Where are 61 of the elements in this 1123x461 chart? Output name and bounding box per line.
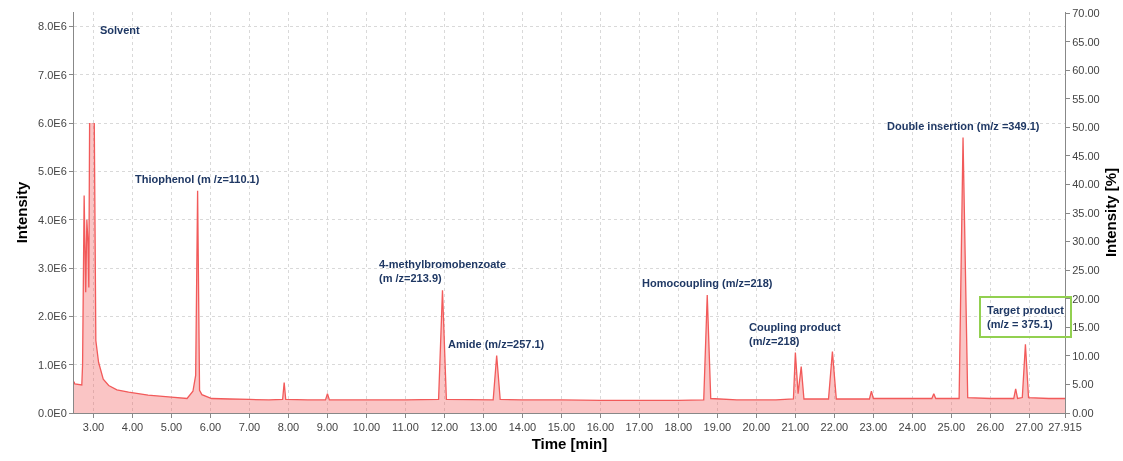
annotation: 4-methylbromobenzoate (m /z=213.9) — [379, 258, 507, 285]
y-tick-label: 5.0E6 — [38, 165, 67, 178]
x-tick-label: 11.00 — [392, 421, 419, 434]
annotation: Target product (m/z = 375.1) — [987, 304, 1065, 331]
x-tick-label: 22.00 — [820, 421, 849, 434]
y-tick-label: 2.0E6 — [38, 310, 67, 323]
y-tick-label: 7.0E6 — [38, 68, 67, 81]
x-tick-label: 6.00 — [199, 421, 222, 434]
y2-tick-label: 0.00 — [1072, 406, 1094, 419]
x-tick-label: 15.00 — [547, 421, 576, 434]
x-tick-label: 8.00 — [277, 421, 300, 434]
annotation: Thiophenol (m /z=110.1) — [135, 173, 260, 185]
y2-tick-label: 30.00 — [1072, 235, 1100, 248]
annotation: Coupling product (m/z=218) — [749, 321, 841, 348]
y-axis-title: Intensity — [13, 181, 31, 244]
x-tick-label: 17.00 — [625, 421, 654, 434]
y-tick-label: 8.0E6 — [38, 20, 67, 33]
x-tick-label: 20.00 — [742, 421, 771, 434]
x-tick-label: 23.00 — [859, 421, 888, 434]
y-tick-label: 6.0E6 — [38, 116, 67, 129]
x-tick-label: 7.00 — [238, 421, 261, 434]
y-tick-label: 0.0E0 — [38, 406, 67, 419]
annotation: Double insertion (m/z =349.1) — [887, 120, 1040, 132]
annotation: Solvent — [100, 24, 141, 36]
x-tick-label: 27.915 — [1048, 421, 1082, 434]
y2-tick-label: 70.00 — [1072, 6, 1100, 19]
x-tick-label: 9.00 — [316, 421, 339, 434]
annotation: Amide (m/z=257.1) — [448, 338, 545, 350]
x-tick-label: 4.00 — [121, 421, 144, 434]
x-tick-label: 27.00 — [1015, 421, 1044, 434]
x-tick-label: 3.00 — [82, 421, 105, 434]
y2-tick-label: 35.00 — [1072, 206, 1100, 219]
y2-tick-label: 25.00 — [1072, 264, 1100, 277]
y2-tick-label: 5.00 — [1072, 378, 1094, 391]
x-tick-label: 16.00 — [586, 421, 615, 434]
y2-tick-label: 55.00 — [1072, 92, 1100, 105]
x-tick-label: 25.00 — [937, 421, 966, 434]
x-tick-label: 24.00 — [898, 421, 927, 434]
x-tick-label: 14.00 — [508, 421, 537, 434]
x-tick-label: 19.00 — [703, 421, 732, 434]
y2-tick-label: 20.00 — [1072, 292, 1100, 305]
x-tick-label: 18.00 — [664, 421, 693, 434]
annotation: Homocoupling (m/z=218) — [642, 277, 773, 289]
y-tick-label: 1.0E6 — [38, 358, 67, 371]
x-tick-label: 12.00 — [430, 421, 459, 434]
x-axis-title: Time [min] — [531, 435, 608, 453]
x-tick-label: 5.00 — [160, 421, 183, 434]
y2-tick-label: 10.00 — [1072, 349, 1100, 362]
y2-tick-label: 60.00 — [1072, 64, 1100, 77]
y2-tick-label: 50.00 — [1072, 121, 1100, 134]
y2-tick-label: 15.00 — [1072, 321, 1100, 334]
y-tick-label: 3.0E6 — [38, 261, 67, 274]
y2-axis-title: Intensity [%] — [1101, 167, 1119, 258]
x-tick-label: 10.00 — [352, 421, 381, 434]
y2-tick-label: 40.00 — [1072, 178, 1100, 191]
y2-tick-label: 65.00 — [1072, 35, 1100, 48]
y2-tick-label: 45.00 — [1072, 149, 1100, 162]
x-tick-label: 21.00 — [781, 421, 810, 434]
x-tick-label: 13.00 — [469, 421, 498, 434]
y-tick-label: 4.0E6 — [38, 213, 67, 226]
x-tick-label: 26.00 — [976, 421, 1005, 434]
